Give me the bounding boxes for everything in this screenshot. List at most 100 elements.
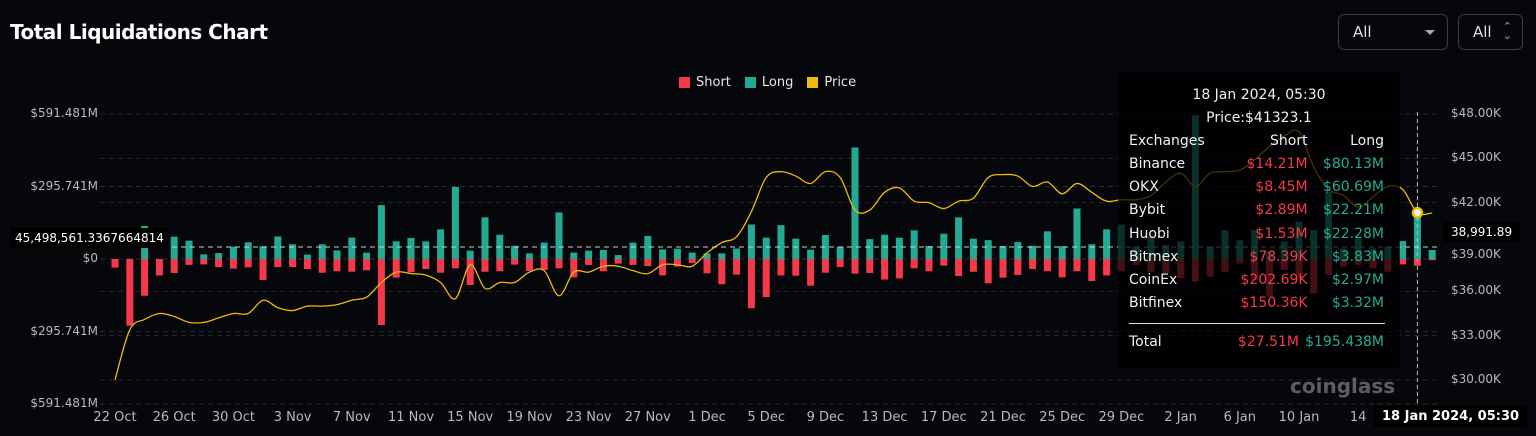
left-axis-tick: $0 — [82, 251, 98, 265]
tooltip-exchange: Bitfinex — [1129, 295, 1183, 312]
x-axis-tick: 11 Nov — [387, 410, 435, 425]
right-axis-tick: $39.00K — [1451, 247, 1501, 261]
exchange-select[interactable]: All — [1338, 14, 1448, 50]
tooltip-long: $60.69M — [1322, 178, 1384, 195]
short-bar — [496, 259, 504, 272]
tooltip-short: $8.45M — [1255, 178, 1308, 195]
long-bar — [348, 237, 356, 259]
long-bar — [377, 205, 385, 259]
short-bar — [155, 259, 163, 276]
short-bar — [511, 259, 519, 265]
x-axis-tick: 23 Nov — [565, 410, 612, 425]
x-axis-tick: 13 Dec — [861, 410, 908, 425]
tooltip-row: OKX $8.45M $60.69M — [1129, 175, 1384, 198]
x-axis-tick: 19 Nov — [506, 410, 553, 425]
right-axis-tick: $36.00K — [1451, 283, 1501, 298]
tooltip-row: Huobi $1.53M $22.28M — [1129, 222, 1384, 245]
short-bar — [348, 259, 356, 272]
tooltip-row: Bybit $2.89M $22.21M — [1129, 199, 1384, 222]
long-bar — [555, 212, 563, 259]
x-axis-tick: 1 Dec — [688, 410, 726, 425]
short-bar — [289, 259, 297, 268]
tooltip-total-short: $27.51M — [1237, 334, 1299, 350]
short-bar — [259, 259, 267, 281]
long-bar — [437, 229, 445, 259]
short-bar — [303, 259, 311, 270]
legend-swatch-short — [679, 77, 690, 88]
tooltip-short: $78.39K — [1249, 248, 1308, 265]
short-bar — [659, 259, 667, 276]
short-bar — [762, 259, 770, 297]
long-bar — [984, 240, 992, 259]
x-axis-tick: 29 Dec — [1098, 410, 1145, 425]
x-axis-tick: 25 Dec — [1039, 410, 1086, 425]
x-axis-tick: 26 Oct — [152, 410, 196, 425]
tooltip-row: Bitmex $78.39K $3.83M — [1129, 245, 1384, 268]
short-bar — [540, 259, 548, 271]
long-bar — [274, 236, 282, 259]
short-bar — [881, 259, 889, 280]
long-bar — [1029, 245, 1037, 259]
short-bar — [644, 259, 652, 267]
short-bar — [407, 259, 415, 273]
short-bar — [940, 259, 948, 266]
short-bar — [1043, 259, 1051, 272]
short-bar — [1029, 259, 1037, 270]
short-bar — [851, 259, 859, 274]
x-axis-tick: 3 Nov — [273, 410, 312, 425]
page-title: Total Liquidations Chart — [10, 20, 268, 44]
short-bar — [1014, 259, 1022, 275]
tooltip-header-long: Long — [1350, 132, 1384, 149]
long-bar — [747, 224, 755, 259]
long-bar — [392, 241, 400, 259]
chevron-down-icon — [1425, 30, 1435, 35]
short-bar — [599, 259, 607, 272]
crosshair-x-label: 18 Jan 2024, 05:30 — [1374, 406, 1528, 427]
left-axis-tick: $295.741M — [30, 323, 98, 338]
tooltip-row: Binance $14.21M $80.13M — [1129, 152, 1384, 175]
tooltip-short: $2.89M — [1255, 202, 1308, 219]
short-bar — [925, 259, 933, 272]
long-bar — [318, 244, 326, 259]
short-bar — [807, 259, 815, 286]
chart-tooltip: 18 Jan 2024, 05:30 Price:$41323.1 Exchan… — [1118, 72, 1400, 368]
x-axis-tick: 6 Jan — [1223, 410, 1257, 425]
interval-select-value: All — [1473, 23, 1492, 41]
long-bar — [466, 250, 474, 259]
x-axis-tick: 22 Oct — [93, 410, 137, 425]
short-bar — [866, 259, 874, 273]
tooltip-long: $3.32M — [1331, 295, 1384, 312]
legend-short[interactable]: Short — [679, 75, 731, 90]
long-bar — [259, 246, 267, 259]
short-bar — [1088, 259, 1096, 282]
up-down-chevron-icon: ⌃ ⌄ — [1502, 20, 1512, 42]
long-bar — [836, 246, 844, 259]
short-bar — [703, 259, 711, 274]
short-bar — [170, 259, 178, 273]
tooltip-table: Exchanges Short Long Binance $14.21M $80.13M… — [1129, 129, 1384, 315]
exchange-select-value: All — [1353, 23, 1372, 41]
long-bar — [303, 254, 311, 259]
long-bar — [1043, 231, 1051, 259]
long-bar — [673, 248, 681, 259]
price-hover-dot — [1411, 206, 1424, 219]
long-bar — [614, 255, 622, 259]
interval-select[interactable]: All ⌃ ⌄ — [1458, 14, 1523, 50]
x-axis-tick: 7 Nov — [332, 410, 371, 425]
crosshair-left-value: 45,498,561.3367664814 — [10, 228, 169, 248]
legend-price[interactable]: Price — [807, 75, 856, 90]
x-axis-tick: 5 Dec — [747, 410, 785, 425]
long-bar — [422, 241, 430, 259]
long-bar — [895, 237, 903, 259]
tooltip-header-exchanges: Exchanges — [1129, 132, 1205, 149]
long-bar — [289, 244, 297, 259]
long-bar — [1088, 244, 1096, 259]
short-bar — [718, 259, 726, 285]
long-bar — [170, 236, 178, 259]
tooltip-short: $202.69K — [1240, 272, 1308, 289]
long-bar — [1399, 241, 1407, 259]
tooltip-exchange: CoinEx — [1129, 272, 1178, 289]
legend-long[interactable]: Long — [744, 75, 793, 90]
short-bar — [984, 259, 992, 284]
x-axis-tick: 9 Dec — [806, 410, 845, 425]
